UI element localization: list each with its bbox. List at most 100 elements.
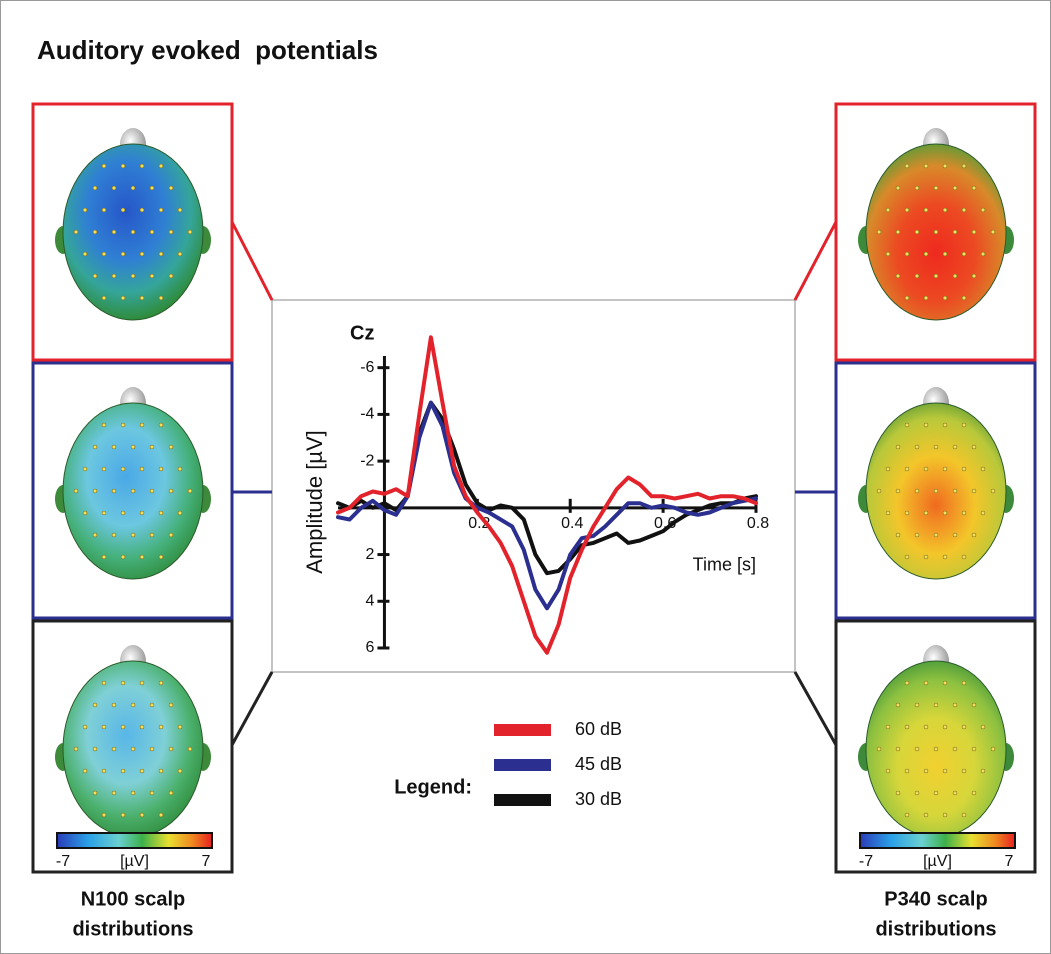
y-tick-label: -2 [360,452,374,469]
electrode [915,274,919,278]
plot-box [272,300,795,672]
electrode [159,296,163,300]
electrode [188,489,192,493]
electrode [112,489,116,493]
electrode [962,252,966,256]
electrode [121,208,125,212]
electrode [943,725,947,729]
electrode [924,208,928,212]
electrode [905,511,909,515]
electrode [83,467,87,471]
colorbar-label: [µV] [120,853,149,870]
electrode [972,791,976,795]
electrode [934,703,938,707]
electrode [962,296,966,300]
electrode [93,489,97,493]
electrode [953,445,957,449]
electrode [934,533,938,537]
electrode [962,164,966,168]
electrode [150,489,154,493]
electrode [150,274,154,278]
electrode [877,747,881,751]
legend-swatch [494,759,551,771]
electrode [905,725,909,729]
electrode [150,533,154,537]
electrode [972,186,976,190]
electrode [178,511,182,515]
electrode [178,725,182,729]
caption-line: N100 scalp [81,888,186,910]
electrode [915,445,919,449]
electrode [924,164,928,168]
electrode [74,747,78,751]
legend-title: Legend: [394,776,472,798]
electrode [102,252,106,256]
electrode [93,230,97,234]
electrode [83,725,87,729]
electrode [140,252,144,256]
electrode [188,747,192,751]
electrode [943,511,947,515]
y-tick-label: -4 [360,406,374,423]
electrode [178,208,182,212]
electrode [140,725,144,729]
electrode [962,681,966,685]
electrode [150,703,154,707]
electrode [972,445,976,449]
electrode [943,813,947,817]
electrode [102,813,106,817]
electrode [962,769,966,773]
electrode [121,252,125,256]
electrode [972,230,976,234]
electrode [159,511,163,515]
electrode [150,445,154,449]
electrode [943,164,947,168]
electrode [934,445,938,449]
electrode [915,791,919,795]
electrode [140,813,144,817]
figure-title: Auditory evoked potentials [37,35,378,65]
electrode [905,813,909,817]
electrode [972,533,976,537]
electrode [943,681,947,685]
electrode [102,769,106,773]
chart-title: Cz [350,322,374,344]
electrode [924,511,928,515]
electrode [981,511,985,515]
electrode [934,186,938,190]
electrode [886,511,890,515]
electrode [924,681,928,685]
electrode [943,467,947,471]
electrode [981,467,985,471]
electrode [159,423,163,427]
page: {"title": "Auditory evoked potentials", … [0,0,1051,954]
electrode [896,230,900,234]
electrode [915,533,919,537]
electrode [943,555,947,559]
electrode [83,511,87,515]
electrode [886,467,890,471]
legend-label: 30 dB [575,789,622,809]
electrode [159,467,163,471]
electrode [905,296,909,300]
electrode [159,725,163,729]
electrode [962,467,966,471]
electrode [169,274,173,278]
electrode [83,252,87,256]
electrode [112,186,116,190]
electrode [140,681,144,685]
electrode [962,423,966,427]
electrode [924,423,928,427]
electrode [972,489,976,493]
electrode [93,533,97,537]
electrode [83,208,87,212]
electrode [102,296,106,300]
electrode [131,186,135,190]
electrode [953,230,957,234]
electrode [905,164,909,168]
electrode [102,681,106,685]
electrode [93,186,97,190]
electrode [131,533,135,537]
electrode [953,703,957,707]
electrode [962,813,966,817]
